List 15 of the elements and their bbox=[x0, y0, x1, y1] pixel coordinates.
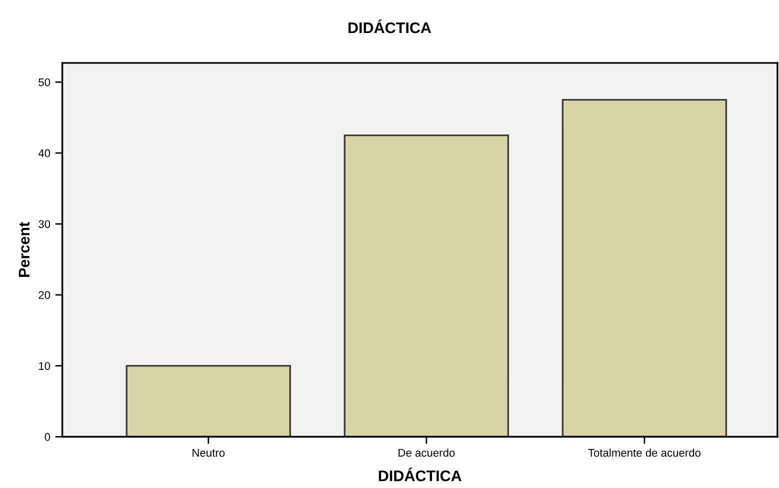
y-tick-label: 30 bbox=[38, 220, 50, 228]
x-axis-title: DIDÁCTICA bbox=[378, 468, 462, 482]
bar bbox=[562, 99, 728, 437]
bar bbox=[344, 134, 510, 437]
y-tick-label: 0 bbox=[44, 433, 50, 441]
y-tick-label: 10 bbox=[39, 362, 50, 370]
y-tick-label: 40 bbox=[38, 149, 50, 158]
y-tick-label: 20 bbox=[38, 291, 50, 300]
y-tick-label: 50 bbox=[38, 78, 50, 86]
bar bbox=[126, 364, 291, 437]
y-axis-title: Percent bbox=[18, 222, 30, 277]
x-tick-label: Totalmente de acuerdo bbox=[588, 448, 700, 457]
x-tick-label: De acuerdo bbox=[398, 448, 455, 457]
chart-title: DIDÁCTICA bbox=[348, 19, 432, 34]
x-tick-label: Neutro bbox=[192, 448, 225, 457]
